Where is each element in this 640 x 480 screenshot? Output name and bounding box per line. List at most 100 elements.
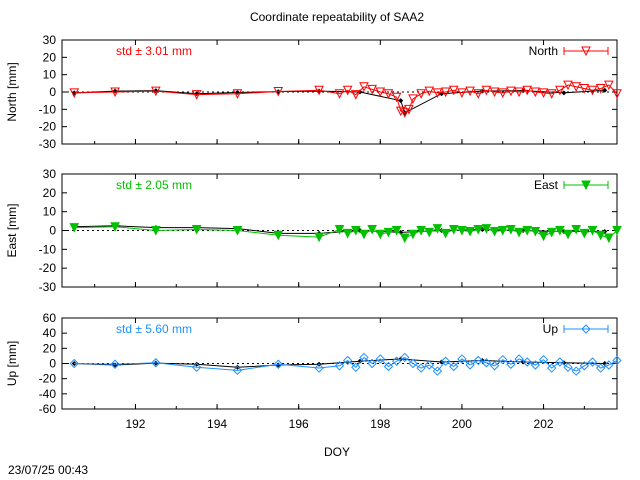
data-point bbox=[563, 362, 573, 372]
data-point bbox=[416, 363, 426, 373]
y-axis-label: Up [mm] bbox=[5, 341, 19, 386]
data-point bbox=[571, 82, 582, 92]
data-point bbox=[555, 357, 565, 367]
legend-label: Up bbox=[543, 322, 559, 336]
x-tick-label: 202 bbox=[534, 417, 554, 431]
std-label: std ± 3.01 mm bbox=[116, 44, 192, 58]
panel-1: 30 20 10 0 -10 -20 -30 East [mm] std ± 2.05 mm Ea… bbox=[5, 167, 622, 294]
std-label: std ± 2.05 mm bbox=[116, 178, 192, 192]
y-tick-label: -20 bbox=[39, 261, 57, 275]
data-point bbox=[69, 358, 79, 369]
data-point bbox=[69, 223, 80, 233]
data-point bbox=[579, 228, 590, 239]
y-tick-label: 30 bbox=[43, 33, 57, 47]
daily-point bbox=[275, 362, 281, 368]
data-point bbox=[359, 82, 369, 92]
data-point bbox=[334, 89, 345, 99]
data-point bbox=[448, 225, 459, 235]
data-point bbox=[555, 85, 565, 96]
data-point bbox=[399, 233, 410, 244]
data-point bbox=[538, 231, 549, 242]
data-point bbox=[383, 89, 394, 99]
std-label: std ± 5.60 mm bbox=[116, 322, 192, 336]
y-tick-label: 0 bbox=[49, 224, 56, 238]
data-point bbox=[538, 355, 549, 365]
daily-point bbox=[561, 90, 567, 96]
data-point bbox=[375, 87, 386, 98]
data-point bbox=[404, 104, 414, 115]
y-tick-label: 20 bbox=[43, 50, 57, 64]
daily-point bbox=[234, 364, 240, 370]
legend-marker bbox=[581, 180, 591, 191]
legend-label: North bbox=[529, 44, 558, 58]
legend-marker bbox=[581, 324, 591, 334]
data-point bbox=[416, 89, 426, 99]
data-point bbox=[506, 359, 516, 369]
daily-point bbox=[602, 87, 608, 93]
data-point bbox=[473, 89, 484, 99]
panel-0: 30 20 10 0 -10 -20 -30 North [mm] std ± 3.01 mm N… bbox=[5, 33, 622, 151]
data-point bbox=[546, 89, 557, 99]
data-point bbox=[530, 360, 541, 370]
data-point bbox=[587, 357, 598, 367]
data-point bbox=[391, 226, 402, 236]
data-point bbox=[440, 87, 451, 98]
data-point bbox=[391, 92, 402, 103]
data-point bbox=[506, 225, 516, 235]
y-tick-label: 20 bbox=[43, 341, 57, 355]
data-point bbox=[604, 80, 614, 91]
data-point bbox=[273, 86, 284, 97]
y-tick-label: 20 bbox=[43, 186, 57, 200]
data-point bbox=[395, 106, 406, 117]
data-point bbox=[351, 90, 361, 100]
data-point bbox=[424, 86, 435, 97]
data-point bbox=[595, 363, 606, 373]
data-point bbox=[481, 224, 492, 234]
data-point bbox=[367, 84, 377, 95]
data-point bbox=[408, 94, 418, 105]
data-point bbox=[342, 85, 353, 96]
data-point bbox=[432, 224, 443, 234]
data-point bbox=[571, 225, 582, 235]
data-point bbox=[481, 358, 492, 368]
data-point bbox=[400, 352, 410, 363]
data-point bbox=[367, 358, 377, 369]
data-point bbox=[408, 229, 418, 240]
data-point bbox=[375, 229, 386, 240]
data-point bbox=[522, 357, 532, 367]
data-point bbox=[273, 359, 283, 369]
data-point bbox=[489, 226, 500, 237]
x-axis-label: DOY bbox=[324, 445, 350, 459]
data-point bbox=[314, 232, 324, 243]
data-point bbox=[522, 85, 533, 96]
y-tick-label: -30 bbox=[39, 280, 57, 294]
data-point bbox=[595, 84, 606, 94]
data-point bbox=[498, 355, 508, 365]
data-point bbox=[587, 226, 598, 236]
x-tick-label: 194 bbox=[207, 417, 227, 431]
data-point bbox=[473, 355, 483, 366]
x-tick-label: 196 bbox=[289, 417, 309, 431]
data-point bbox=[191, 90, 202, 100]
data-point bbox=[367, 225, 377, 235]
data-point bbox=[449, 361, 459, 372]
y-tick-label: 0 bbox=[49, 85, 56, 99]
data-point bbox=[424, 227, 435, 238]
data-point bbox=[232, 89, 243, 99]
data-point bbox=[473, 225, 484, 235]
x-tick-label: 192 bbox=[125, 417, 145, 431]
data-point bbox=[151, 226, 161, 236]
daily-point bbox=[398, 98, 404, 104]
data-point bbox=[546, 227, 557, 238]
y-tick-label: -10 bbox=[39, 102, 57, 116]
data-point bbox=[191, 362, 202, 372]
y-tick-label: -20 bbox=[39, 120, 57, 134]
data-point bbox=[506, 86, 516, 97]
y-tick-label: 60 bbox=[43, 311, 57, 325]
data-point bbox=[514, 227, 524, 238]
data-point bbox=[69, 88, 80, 98]
data-point bbox=[334, 361, 345, 371]
data-point bbox=[489, 87, 500, 98]
